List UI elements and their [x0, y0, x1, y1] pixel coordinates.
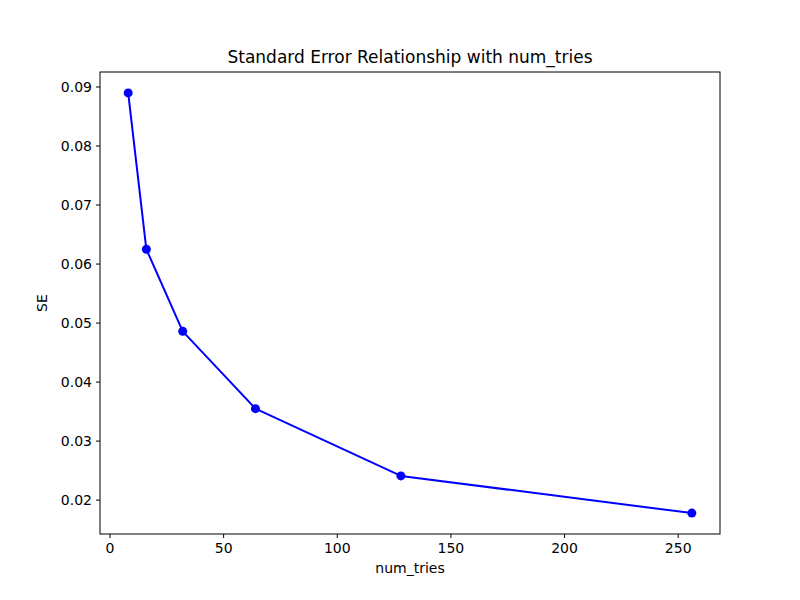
y-tick-label: 0.03	[61, 433, 92, 449]
x-tick-label: 200	[551, 540, 578, 556]
x-tick-label: 0	[106, 540, 115, 556]
data-point	[687, 509, 696, 518]
chart-canvas: 0 50 100 150 200 250 0.02 0.03 0.04 0.05 0.06 0.07 0…	[0, 0, 800, 600]
x-axis-label: num_tries	[375, 560, 444, 576]
data-point	[396, 471, 405, 480]
y-tick-label: 0.08	[61, 138, 92, 154]
y-tick-label: 0.05	[61, 315, 92, 331]
y-axis-label: SE	[34, 294, 50, 312]
y-tick-label: 0.04	[61, 374, 92, 390]
x-tick-label: 100	[324, 540, 351, 556]
y-tick-label: 0.06	[61, 256, 92, 272]
figure: 0 50 100 150 200 250 0.02 0.03 0.04 0.05 0.06 0.07 0…	[0, 0, 800, 600]
y-tick-label: 0.09	[61, 79, 92, 95]
data-point	[142, 245, 151, 254]
y-tick-label: 0.02	[61, 492, 92, 508]
x-tick-label: 250	[665, 540, 692, 556]
x-tick-label: 50	[215, 540, 233, 556]
data-point	[178, 327, 187, 336]
plot-area	[100, 72, 720, 534]
data-point	[124, 88, 133, 97]
x-tick-label: 150	[438, 540, 465, 556]
chart-title: Standard Error Relationship with num_tri…	[227, 47, 592, 68]
data-point	[251, 404, 260, 413]
y-tick-label: 0.07	[61, 197, 92, 213]
